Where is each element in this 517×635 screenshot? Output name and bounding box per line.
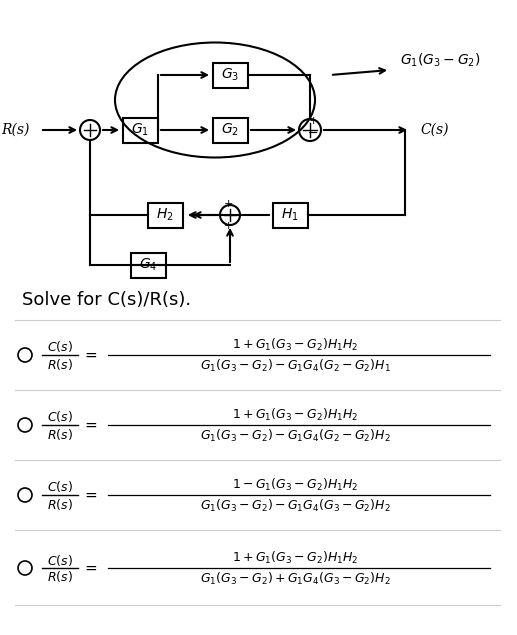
Text: −: −: [308, 126, 318, 140]
Bar: [272, 203, 308, 227]
Text: $H_1$: $H_1$: [281, 207, 299, 223]
Text: Solve for C(s)/R(s).: Solve for C(s)/R(s).: [22, 291, 191, 309]
Bar: [212, 62, 248, 88]
Text: $G_1(G_3-G_2)$: $G_1(G_3-G_2)$: [400, 51, 481, 69]
Text: $1+G_1(G_3-G_2)H_1H_2$: $1+G_1(G_3-G_2)H_1H_2$: [232, 550, 358, 566]
Text: $G_2$: $G_2$: [221, 122, 239, 138]
Text: $G_1(G_3-G_2)-G_1G_4(G_2-G_2)H_1$: $G_1(G_3-G_2)-G_1G_4(G_2-G_2)H_1$: [200, 358, 390, 374]
Text: $C(s)$: $C(s)$: [47, 340, 73, 354]
Text: $R(s)$: $R(s)$: [47, 497, 73, 512]
Text: R(s): R(s): [2, 123, 30, 137]
Text: $G_3$: $G_3$: [221, 67, 239, 83]
Text: $C(s)$: $C(s)$: [47, 479, 73, 495]
Text: $1+G_1(G_3-G_2)H_1H_2$: $1+G_1(G_3-G_2)H_1H_2$: [232, 337, 358, 353]
Text: $G_1(G_3-G_2)+G_1G_4(G_3-G_2)H_2$: $G_1(G_3-G_2)+G_1G_4(G_3-G_2)H_2$: [200, 571, 390, 587]
Text: $=$: $=$: [82, 348, 98, 362]
Text: $1+G_1(G_3-G_2)H_1H_2$: $1+G_1(G_3-G_2)H_1H_2$: [232, 407, 358, 423]
Text: $R(s)$: $R(s)$: [47, 356, 73, 371]
Text: $G_1$: $G_1$: [131, 122, 149, 138]
Text: $1-G_1(G_3-G_2)H_1H_2$: $1-G_1(G_3-G_2)H_1H_2$: [232, 477, 358, 493]
Text: +: +: [223, 199, 233, 209]
Text: $G_1(G_3-G_2)-G_1G_4(G_2-G_2)H_2$: $G_1(G_3-G_2)-G_1G_4(G_2-G_2)H_2$: [200, 428, 390, 444]
Text: $C(s)$: $C(s)$: [47, 552, 73, 568]
Bar: [147, 203, 183, 227]
Text: C(s): C(s): [420, 123, 449, 137]
Text: $H_2$: $H_2$: [156, 207, 174, 223]
Text: $G_1(G_3-G_2)-G_1G_4(G_3-G_2)H_2$: $G_1(G_3-G_2)-G_1G_4(G_3-G_2)H_2$: [200, 498, 390, 514]
Bar: [123, 117, 158, 142]
Text: $=$: $=$: [82, 488, 98, 502]
Text: +: +: [308, 116, 317, 126]
Text: $R(s)$: $R(s)$: [47, 570, 73, 584]
Text: $R(s)$: $R(s)$: [47, 427, 73, 441]
Text: $=$: $=$: [82, 418, 98, 432]
Text: $=$: $=$: [82, 561, 98, 575]
Text: $G_4$: $G_4$: [139, 257, 157, 273]
Text: +: +: [223, 221, 233, 231]
Bar: [130, 253, 165, 277]
Text: $C(s)$: $C(s)$: [47, 410, 73, 425]
Bar: [212, 117, 248, 142]
